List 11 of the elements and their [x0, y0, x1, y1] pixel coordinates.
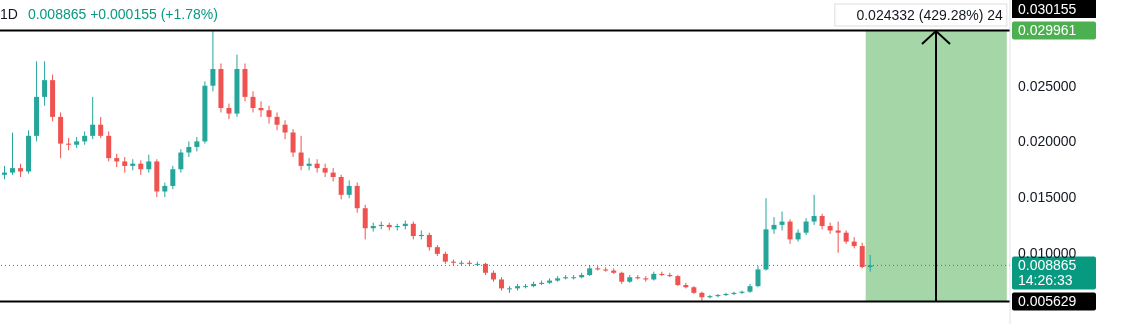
chart-subtitle: 0.008865 +0.000155 (+1.78%) [27, 6, 218, 22]
y-tick-label: 0.020000 [1018, 133, 1077, 150]
ref-line-label: 0.005629 [1018, 293, 1077, 310]
band-label: 0.024332 (429.28%) 24 [856, 7, 1003, 23]
ref-line-label: 0.029961 [1018, 22, 1077, 39]
text: 0.030155 [1012, 0, 1096, 18]
chart-title: 1D [0, 6, 18, 22]
y-tick-label: 0.025000 [1018, 77, 1077, 94]
y-tick-label: 0.015000 [1018, 189, 1077, 206]
candlestick [10, 132, 16, 175]
text: 14:26:33 [1018, 272, 1073, 289]
